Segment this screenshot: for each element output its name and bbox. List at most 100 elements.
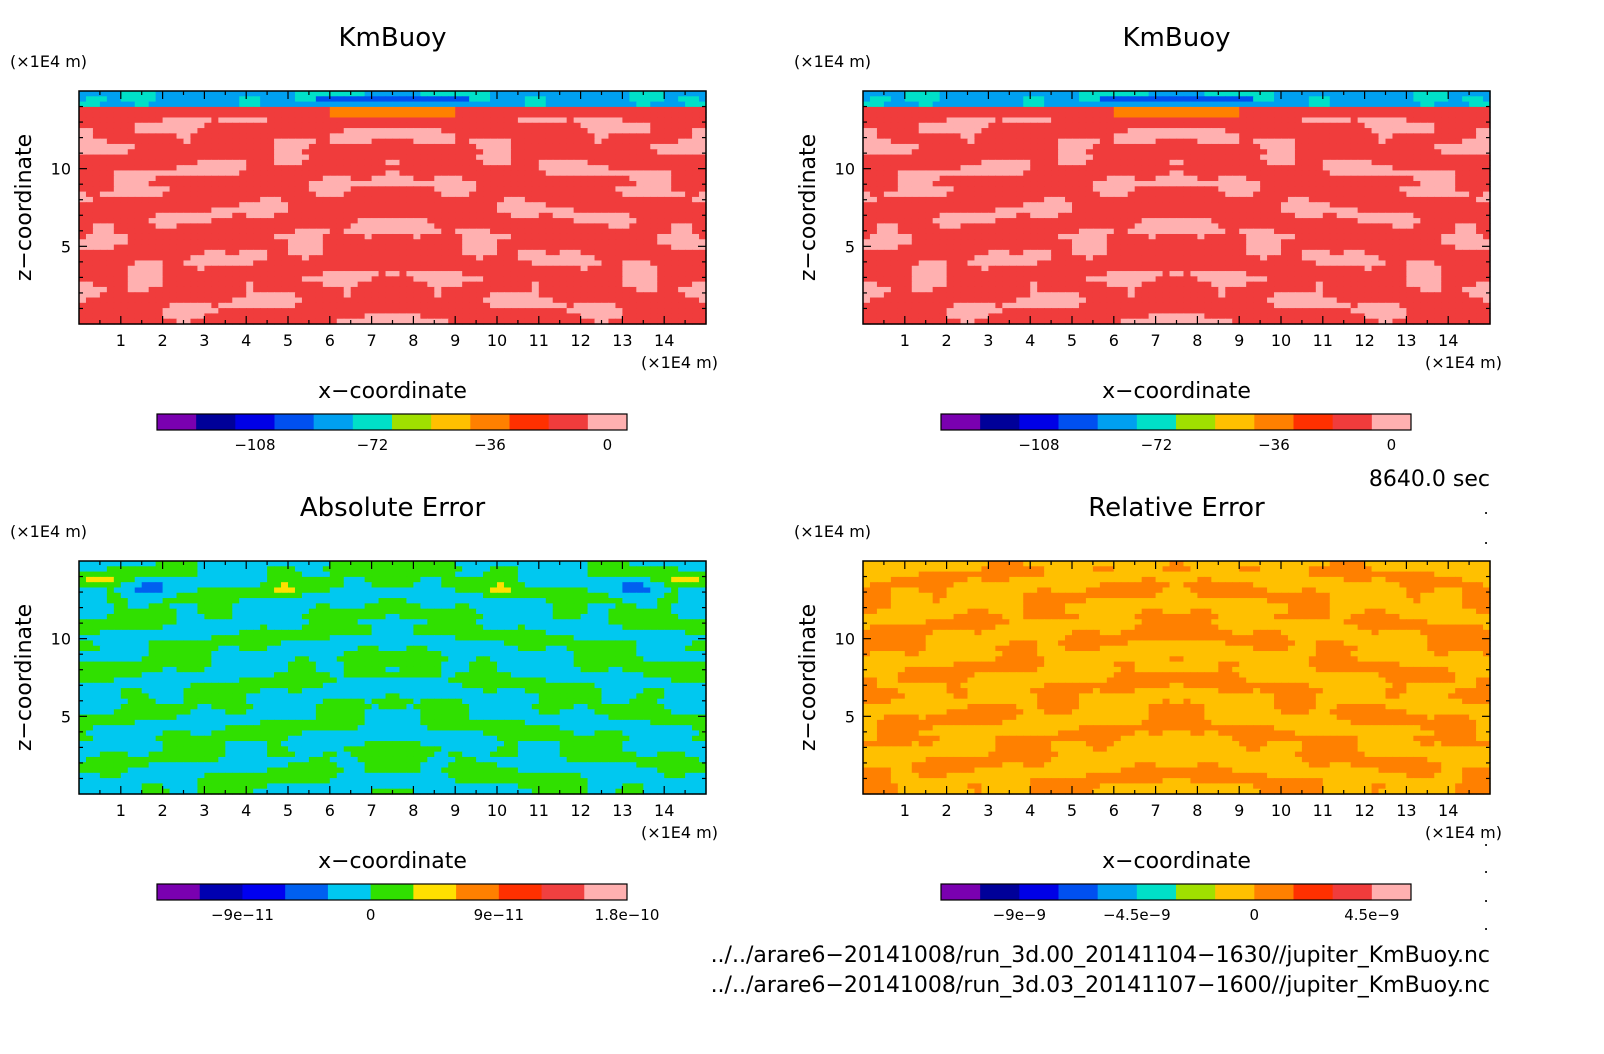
contour-cell: [685, 96, 693, 103]
contour-cell: [1016, 101, 1024, 108]
contour-cell: [294, 297, 303, 304]
contour-cell: [650, 133, 658, 140]
contour-cell: [863, 112, 871, 119]
contour-cell: [253, 292, 261, 299]
contour-cell: [483, 207, 491, 214]
contour-cell: [1287, 133, 1296, 140]
contour-cell: [434, 128, 442, 134]
contour-cell: [350, 233, 359, 240]
contour-cell: [538, 308, 547, 315]
contour-cell: [155, 138, 164, 145]
contour-cell: [483, 101, 491, 108]
contour-cell: [1336, 91, 1345, 97]
contour-cell: [350, 122, 359, 129]
contour-cell: [392, 133, 401, 140]
contour-cell: [120, 207, 129, 214]
contour-cell: [580, 138, 589, 145]
contour-cell: [162, 302, 171, 309]
contour-cell: [699, 297, 707, 304]
contour-cell: [517, 292, 526, 299]
contour-cell: [552, 281, 561, 288]
contour-cell: [211, 286, 219, 293]
contour-cell: [169, 159, 178, 166]
contour-cell: [1030, 101, 1038, 108]
contour-cell: [650, 149, 658, 156]
contour-cell: [566, 255, 575, 262]
contour-cell: [155, 281, 164, 288]
contour-cell: [1155, 91, 1164, 97]
contour-cell: [155, 223, 164, 230]
contour-cell: [127, 260, 136, 267]
contour-cell: [399, 117, 408, 124]
contour-cell: [385, 313, 394, 320]
contour-cell: [92, 117, 101, 124]
contour-cell: [531, 260, 540, 267]
contour-cell: [1190, 91, 1198, 97]
contour-cell: [643, 196, 651, 203]
contour-cell: [281, 91, 289, 97]
contour-cell: [1476, 128, 1484, 134]
contour-cell: [1113, 128, 1122, 134]
contour-cell: [601, 112, 610, 119]
contour-cell: [253, 143, 261, 150]
contour-cell: [559, 228, 568, 235]
contour-cell: [183, 302, 192, 309]
contour-cell: [594, 112, 603, 119]
contour-cell: [406, 159, 414, 166]
contour-cell: [315, 117, 324, 124]
contour-cell: [343, 244, 352, 251]
contour-cell: [622, 128, 630, 134]
contour-cell: [239, 181, 247, 187]
contour-cell: [1190, 101, 1198, 108]
contour-cell: [483, 143, 491, 150]
contour-cell: [559, 159, 568, 166]
contour-cell: [448, 313, 456, 320]
contour-cell: [350, 281, 359, 288]
contour-cell: [1204, 117, 1212, 124]
contour-cell: [413, 239, 421, 246]
contour-cell: [204, 302, 212, 309]
contour-cell: [399, 181, 408, 187]
contour-cell: [441, 249, 449, 256]
contour-cell: [615, 302, 623, 309]
contour-cell: [343, 255, 352, 262]
contour-cell: [92, 202, 101, 209]
contour-cell: [441, 281, 449, 288]
contour-cell: [197, 112, 205, 119]
contour-cell: [267, 196, 275, 203]
contour-cell: [1420, 133, 1428, 140]
contour-cell: [692, 191, 700, 198]
contour-cell: [169, 313, 178, 320]
contour-cell: [190, 175, 199, 182]
contour-cell: [92, 128, 101, 134]
contour-cell: [1267, 122, 1275, 129]
contour-cell: [678, 212, 686, 219]
contour-cell: [1218, 128, 1226, 134]
contour-cell: [1239, 128, 1247, 134]
contour-cell: [162, 244, 171, 251]
contour-cell: [1448, 117, 1456, 124]
contour-cell: [183, 122, 192, 129]
contour-cell: [469, 91, 477, 97]
contour-cell: [559, 244, 568, 251]
contour-cell: [636, 143, 644, 150]
contour-cell: [678, 265, 686, 272]
contour-cell: [322, 239, 331, 246]
contour-cell: [622, 181, 630, 187]
contour-cell: [1218, 91, 1226, 97]
contour-cell: [190, 186, 199, 193]
contour-cell: [183, 244, 192, 251]
contour-cell: [406, 308, 414, 315]
contour-cell: [678, 302, 686, 309]
contour-cell: [357, 181, 366, 187]
contour-cell: [239, 91, 247, 97]
contour-cell: [1274, 128, 1282, 134]
contour-cell: [1392, 133, 1401, 140]
contour-cell: [420, 218, 428, 224]
contour-cell: [629, 271, 637, 277]
contour-cell: [1204, 91, 1212, 97]
contour-cell: [608, 212, 617, 219]
contour-cell: [608, 165, 617, 172]
contour-cell: [573, 292, 582, 299]
contour-cell: [176, 233, 185, 240]
